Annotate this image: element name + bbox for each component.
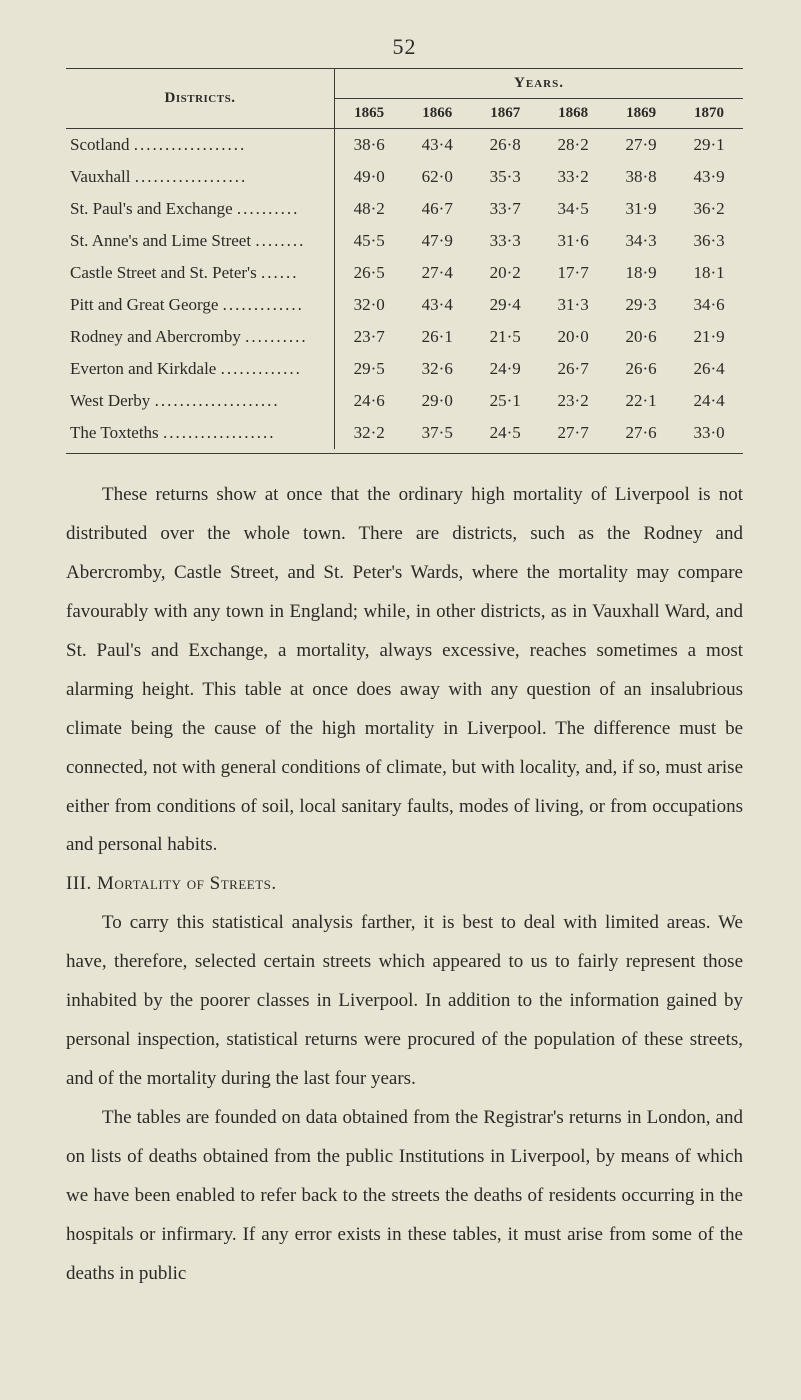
cell: 23·2 xyxy=(539,385,607,417)
years-header: Years. xyxy=(335,69,744,99)
year-col-1868: 1868 xyxy=(539,99,607,129)
cell: 21·9 xyxy=(675,321,743,353)
year-col-1866: 1866 xyxy=(403,99,471,129)
row-label: St. Paul's and Exchange .......... xyxy=(66,193,335,225)
cell: 29·3 xyxy=(607,289,675,321)
page: 52 Districts. Years. 1865 1866 1867 1868… xyxy=(0,0,801,1400)
table-bottom-rule xyxy=(66,453,743,454)
cell: 33·7 xyxy=(471,193,539,225)
table-row: The Toxteths .................. 32·2 37·… xyxy=(66,417,743,449)
cell: 26·7 xyxy=(539,353,607,385)
mortality-table: Districts. Years. 1865 1866 1867 1868 18… xyxy=(66,69,743,449)
year-col-1865: 1865 xyxy=(335,99,404,129)
cell: 32·2 xyxy=(335,417,404,449)
table-row: Castle Street and St. Peter's ...... 26·… xyxy=(66,257,743,289)
year-col-1867: 1867 xyxy=(471,99,539,129)
cell: 33·2 xyxy=(539,161,607,193)
cell: 18·1 xyxy=(675,257,743,289)
paragraph-1: These returns show at once that the ordi… xyxy=(66,476,743,865)
cell: 31·9 xyxy=(607,193,675,225)
cell: 45·5 xyxy=(335,225,404,257)
cell: 35·3 xyxy=(471,161,539,193)
cell: 29·5 xyxy=(335,353,404,385)
page-number: 52 xyxy=(66,34,743,60)
cell: 20·2 xyxy=(471,257,539,289)
cell: 27·6 xyxy=(607,417,675,449)
cell: 34·3 xyxy=(607,225,675,257)
districts-header: Districts. xyxy=(66,69,335,129)
table-row: Scotland .................. 38·6 43·4 26… xyxy=(66,129,743,162)
cell: 29·1 xyxy=(675,129,743,162)
cell: 26·5 xyxy=(335,257,404,289)
cell: 24·4 xyxy=(675,385,743,417)
cell: 31·6 xyxy=(539,225,607,257)
cell: 24·9 xyxy=(471,353,539,385)
cell: 31·3 xyxy=(539,289,607,321)
cell: 28·2 xyxy=(539,129,607,162)
row-label: St. Anne's and Lime Street ........ xyxy=(66,225,335,257)
cell: 33·0 xyxy=(675,417,743,449)
row-label: Scotland .................. xyxy=(66,129,335,162)
cell: 18·9 xyxy=(607,257,675,289)
cell: 37·5 xyxy=(403,417,471,449)
table-row: St. Paul's and Exchange .......... 48·2 … xyxy=(66,193,743,225)
cell: 26·1 xyxy=(403,321,471,353)
table-row: St. Anne's and Lime Street ........ 45·5… xyxy=(66,225,743,257)
cell: 29·4 xyxy=(471,289,539,321)
cell: 21·5 xyxy=(471,321,539,353)
cell: 26·4 xyxy=(675,353,743,385)
year-col-1870: 1870 xyxy=(675,99,743,129)
cell: 32·6 xyxy=(403,353,471,385)
cell: 32·0 xyxy=(335,289,404,321)
cell: 46·7 xyxy=(403,193,471,225)
cell: 38·6 xyxy=(335,129,404,162)
cell: 47·9 xyxy=(403,225,471,257)
cell: 27·7 xyxy=(539,417,607,449)
row-label: The Toxteths .................. xyxy=(66,417,335,449)
cell: 17·7 xyxy=(539,257,607,289)
table-row: Vauxhall .................. 49·0 62·0 35… xyxy=(66,161,743,193)
cell: 43·4 xyxy=(403,129,471,162)
cell: 26·8 xyxy=(471,129,539,162)
cell: 27·9 xyxy=(607,129,675,162)
cell: 25·1 xyxy=(471,385,539,417)
table-body: Scotland .................. 38·6 43·4 26… xyxy=(66,129,743,450)
table-row: Everton and Kirkdale ............. 29·5 … xyxy=(66,353,743,385)
cell: 49·0 xyxy=(335,161,404,193)
cell: 36·2 xyxy=(675,193,743,225)
year-col-1869: 1869 xyxy=(607,99,675,129)
paragraph-2: To carry this statistical analysis farth… xyxy=(66,904,743,1099)
cell: 24·5 xyxy=(471,417,539,449)
cell: 43·4 xyxy=(403,289,471,321)
row-label: Everton and Kirkdale ............. xyxy=(66,353,335,385)
cell: 27·4 xyxy=(403,257,471,289)
cell: 26·6 xyxy=(607,353,675,385)
table-row: Rodney and Abercromby .......... 23·7 26… xyxy=(66,321,743,353)
row-label: Rodney and Abercromby .......... xyxy=(66,321,335,353)
cell: 34·5 xyxy=(539,193,607,225)
cell: 20·6 xyxy=(607,321,675,353)
cell: 33·3 xyxy=(471,225,539,257)
row-label: Pitt and Great George ............. xyxy=(66,289,335,321)
cell: 24·6 xyxy=(335,385,404,417)
paragraph-3: The tables are founded on data obtained … xyxy=(66,1099,743,1294)
row-label: Vauxhall .................. xyxy=(66,161,335,193)
cell: 20·0 xyxy=(539,321,607,353)
row-label: Castle Street and St. Peter's ...... xyxy=(66,257,335,289)
cell: 38·8 xyxy=(607,161,675,193)
cell: 36·3 xyxy=(675,225,743,257)
cell: 62·0 xyxy=(403,161,471,193)
cell: 34·6 xyxy=(675,289,743,321)
cell: 22·1 xyxy=(607,385,675,417)
row-label: West Derby .................... xyxy=(66,385,335,417)
body-text: These returns show at once that the ordi… xyxy=(66,476,743,1294)
table-row: Pitt and Great George ............. 32·0… xyxy=(66,289,743,321)
section-heading: III. Mortality of Streets. xyxy=(66,865,743,904)
cell: 23·7 xyxy=(335,321,404,353)
cell: 43·9 xyxy=(675,161,743,193)
table-row: West Derby .................... 24·6 29·… xyxy=(66,385,743,417)
cell: 29·0 xyxy=(403,385,471,417)
cell: 48·2 xyxy=(335,193,404,225)
